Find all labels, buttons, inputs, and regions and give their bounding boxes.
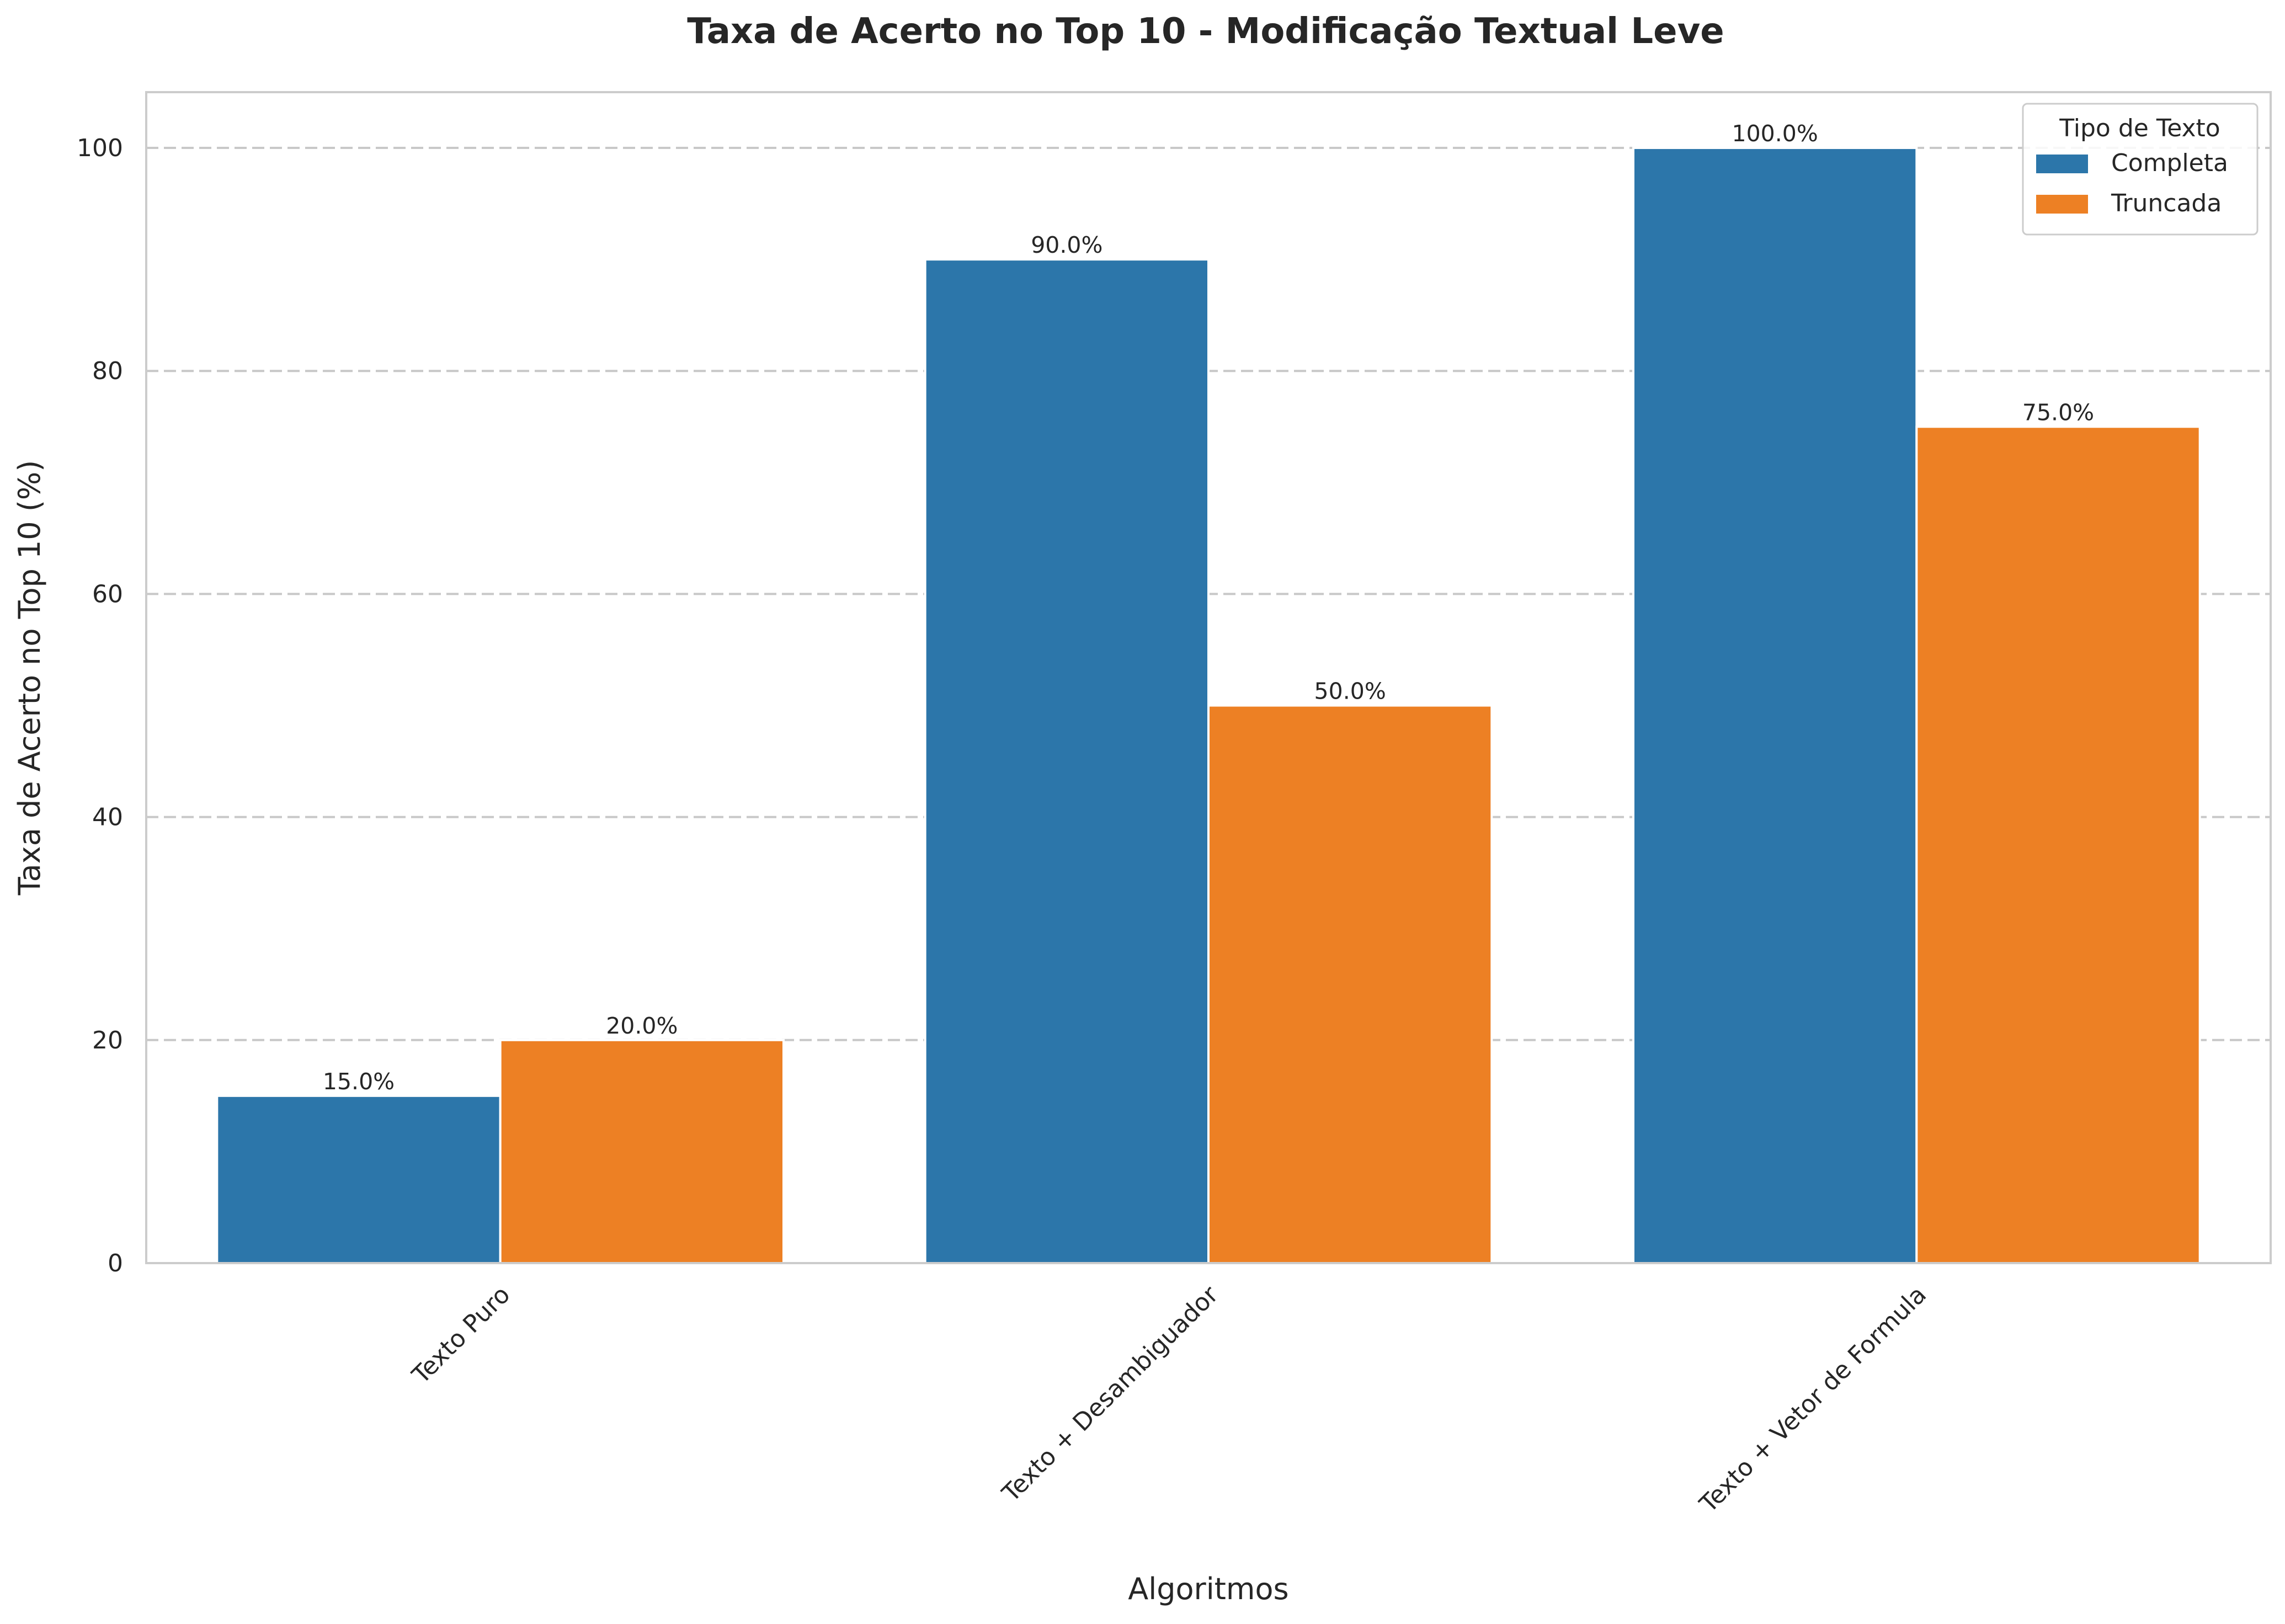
bar [216, 1094, 502, 1265]
bar-value-label: 100.0% [1732, 120, 1818, 147]
bars [216, 147, 2201, 1265]
y-tick-label: 80 [92, 357, 123, 385]
legend-label: Completa [2111, 149, 2228, 177]
y-tick-label: 60 [92, 580, 123, 608]
x-axis-label: Algoritmos [1128, 1572, 1288, 1606]
y-tick-label: 100 [77, 134, 123, 162]
y-tick-label: 0 [108, 1249, 123, 1277]
bar-value-label: 90.0% [1031, 232, 1102, 258]
legend-title: Tipo de Texto [2059, 114, 2220, 142]
legend-swatch [2036, 155, 2088, 173]
bar [1632, 147, 1918, 1264]
y-tick-label: 20 [92, 1026, 123, 1055]
bar-value-label: 50.0% [1314, 678, 1386, 705]
bar-value-label: 75.0% [2022, 399, 2094, 425]
bar [1915, 425, 2201, 1264]
legend-label: Truncada [2111, 189, 2222, 217]
bar [924, 258, 1210, 1265]
bar-value-label: 20.0% [606, 1013, 678, 1039]
legend: Tipo de Texto Completa Truncada [2022, 103, 2259, 236]
bar-value-label: 15.0% [323, 1068, 395, 1095]
plot-frame [145, 91, 2272, 1264]
bar [1207, 704, 1493, 1264]
bar-labels: 15.0% 20.0% 90.0% 50.0% 100.0% 75.0% [323, 120, 2094, 1095]
chart-title: Taxa de Acerto no Top 10 - Modificação T… [687, 11, 1724, 52]
legend-items: Completa Truncada [2036, 149, 2228, 217]
y-tick-label: 40 [92, 803, 123, 832]
y-axis-label: Taxa de Acerto no Top 10 (%) [12, 460, 47, 896]
y-tick-labels: 0 20 40 60 80 100 [77, 134, 123, 1277]
bar [499, 1039, 785, 1265]
legend-swatch [2036, 195, 2088, 214]
